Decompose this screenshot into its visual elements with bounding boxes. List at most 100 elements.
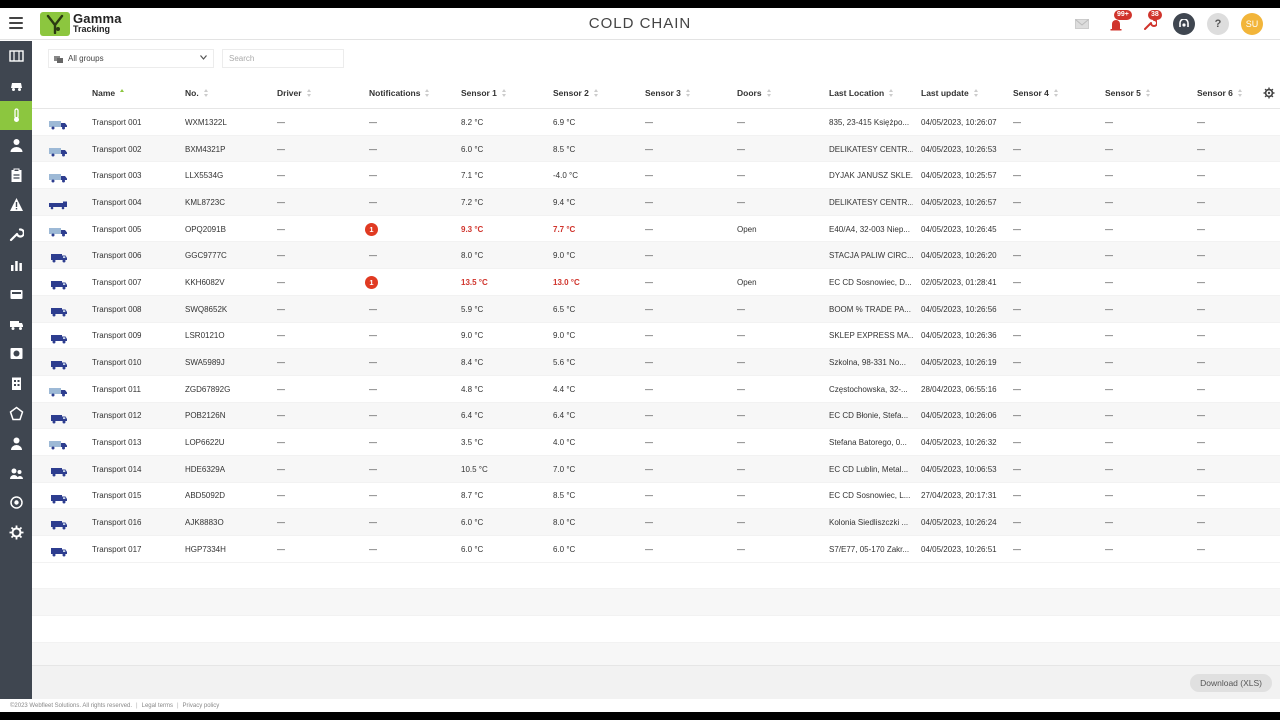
- table-row[interactable]: Transport 004 KML8723C — — 7.2 °C 9.4 °C — — DEL…: [32, 189, 1280, 216]
- cell-last-location: SKLEP EXPRESS MA...: [829, 323, 913, 350]
- table-row[interactable]: Transport 012 POB2126N — — 6.4 °C 6.4 °C — — EC …: [32, 402, 1280, 430]
- column-header-last-location[interactable]: Last Location: [829, 77, 894, 109]
- column-header-sensor-4[interactable]: Sensor 4: [1013, 77, 1059, 109]
- sidebar-item-users[interactable]: [0, 458, 32, 488]
- column-header-label: Sensor 4: [1013, 88, 1049, 98]
- column-header-name[interactable]: Name: [92, 77, 125, 109]
- cell-sensor-5: —: [1105, 456, 1113, 483]
- column-header-sensor-6[interactable]: Sensor 6: [1197, 77, 1243, 109]
- sidebar-item-clipboard[interactable]: [0, 160, 32, 190]
- download-xls-button[interactable]: Download (XLS): [1190, 674, 1272, 692]
- tasks-button[interactable]: 38: [1138, 10, 1162, 36]
- column-header-notifications[interactable]: Notifications: [369, 77, 430, 109]
- table-row[interactable]: Transport 001 WXM1322L — — 8.2 °C 6.9 °C — — 835…: [32, 109, 1280, 136]
- cell-sensor-3: —: [645, 242, 653, 269]
- group-select-value: All groups: [68, 54, 104, 63]
- cell-sensor-4: —: [1013, 109, 1021, 136]
- column-header-sensor-1[interactable]: Sensor 1: [461, 77, 507, 109]
- column-header-sensor-2[interactable]: Sensor 2: [553, 77, 599, 109]
- table-row[interactable]: Transport 017 HGP7334H — — 6.0 °C 6.0 °C — — S7/…: [32, 536, 1280, 563]
- table-row[interactable]: Transport 006 GGC9777C — — 8.0 °C 9.0 °C — STAC…: [32, 242, 1280, 270]
- table-row[interactable]: Transport 002 BXM4321P — — 6.0 °C 8.5 °C — — DEL…: [32, 135, 1280, 163]
- table-row[interactable]: Transport 015 ABD5092D — — 8.7 °C 8.5 °C — — EC …: [32, 482, 1280, 510]
- sidebar-item-building[interactable]: [0, 369, 32, 399]
- cell-sensor-3: —: [645, 216, 653, 243]
- dashcam-button[interactable]: [1172, 12, 1196, 36]
- table-row[interactable]: Transport 003 LLX5534G — — 7.1 °C -4.0 °C — — DY…: [32, 162, 1280, 190]
- sidebar-item-map[interactable]: [0, 41, 32, 71]
- cell-number: AJK8883O: [185, 509, 224, 536]
- cell-sensor-1: 8.0 °C: [461, 242, 483, 269]
- sidebar-item-driver[interactable]: [0, 130, 32, 160]
- cell-text: —: [1197, 331, 1205, 341]
- cell-number: LOP6622U: [185, 429, 225, 456]
- table-row[interactable]: Transport 014 HDE6329A — — 10.5 °C 7.0 °C — — EC…: [32, 455, 1280, 483]
- cell-text: 6.0 °C: [461, 518, 484, 528]
- sidebar-item-wrench[interactable]: [0, 220, 32, 250]
- cell-doors: —: [737, 189, 745, 216]
- column-header-number[interactable]: No.: [185, 77, 209, 109]
- sidebar-item-geofence[interactable]: [0, 399, 32, 429]
- search-input[interactable]: [222, 49, 344, 68]
- table-row[interactable]: Transport 010 SWA5989J — — 8.4 °C 5.6 °C — — Szk…: [32, 349, 1280, 376]
- alerts-button[interactable]: 99+: [1104, 10, 1132, 36]
- cell-text: 8.2 °C: [461, 117, 484, 127]
- legal-terms-link[interactable]: Legal terms: [141, 702, 173, 709]
- cell-number: KKH6082V: [185, 269, 225, 296]
- messages-button[interactable]: [1070, 12, 1094, 36]
- cell-last-location: Szkolna, 98-331 No...: [829, 349, 913, 376]
- sidebar-item-chart[interactable]: [0, 250, 32, 280]
- cell-sensor-1: 9.3 °C: [461, 216, 483, 243]
- footer-separator: |: [176, 702, 179, 709]
- menu-icon[interactable]: [9, 17, 23, 29]
- sidebar-item-car[interactable]: [0, 71, 32, 101]
- cell-sensor-2: 9.0 °C: [553, 323, 575, 350]
- column-settings-icon[interactable]: [1263, 87, 1275, 99]
- sidebar-item-tachograph[interactable]: [0, 339, 32, 369]
- cell-sensor-2: -4.0 °C: [553, 162, 578, 189]
- cell-text: Szkolna, 98-331 No...: [829, 358, 906, 368]
- sidebar-item-truck-side[interactable]: [0, 309, 32, 339]
- privacy-policy-link[interactable]: Privacy policy: [182, 702, 220, 709]
- group-select[interactable]: All groups: [48, 49, 214, 68]
- cell-number: LSR0121O: [185, 323, 225, 350]
- cell-text: DYJAK JANUSZ SKLE...: [829, 171, 913, 181]
- sidebar-item-target[interactable]: [0, 488, 32, 518]
- cell-text: WXM1322L: [185, 117, 227, 127]
- help-button[interactable]: ?: [1206, 12, 1230, 36]
- vehicle-type-icon: [49, 384, 68, 402]
- table-row[interactable]: Transport 008 SWQ8652K — — 5.9 °C 6.5 °C — — BOO…: [32, 295, 1280, 323]
- cell-text: —: [1197, 251, 1205, 261]
- notification-badge[interactable]: 1: [365, 222, 378, 236]
- cell-text: DELIKATESY CENTR...: [829, 144, 913, 154]
- alarm-icon: [1110, 20, 1122, 31]
- cell-text: —: [1013, 277, 1021, 287]
- settings-icon: [9, 525, 23, 540]
- column-header-sensor-5[interactable]: Sensor 5: [1105, 77, 1151, 109]
- cell-sensor-3: —: [645, 376, 653, 403]
- sidebar-item-fuel-card[interactable]: [0, 279, 32, 309]
- table-row[interactable]: Transport 007 KKH6082V — 1 13.5 °C 13.0 °C — Op…: [32, 269, 1280, 296]
- cell-text: HDE6329A: [185, 464, 226, 474]
- cell-text: —: [1013, 438, 1021, 448]
- table-row[interactable]: Transport 016 AJK8883O — — 6.0 °C 8.0 °C — — Kol…: [32, 509, 1280, 536]
- notification-badge[interactable]: 1: [365, 275, 378, 289]
- column-header-last-update[interactable]: Last update: [921, 77, 979, 109]
- table-row[interactable]: Transport 009 LSR0121O — — 9.0 °C 9.0 °C — — SKL…: [32, 322, 1280, 350]
- cell-sensor-5: —: [1105, 189, 1113, 216]
- column-header-sensor-3[interactable]: Sensor 3: [645, 77, 691, 109]
- column-header-doors[interactable]: Doors: [737, 77, 772, 109]
- table-row[interactable]: Transport 013 LOP6622U — — 3.5 °C 4.0 °C — — Ste…: [32, 429, 1280, 456]
- cell-text: —: [737, 331, 745, 341]
- table-row[interactable]: Transport 011 ZGD67892G — — 4.8 °C 4.4 °C — — Cz…: [32, 375, 1280, 403]
- cell-text: —: [369, 304, 377, 314]
- user-menu-button[interactable]: SU: [1240, 12, 1264, 36]
- sidebar-item-thermometer[interactable]: [0, 100, 32, 131]
- column-header-driver[interactable]: Driver: [277, 77, 312, 109]
- cell-text: —: [1197, 438, 1205, 448]
- logo[interactable]: Gamma Tracking: [40, 12, 122, 36]
- sidebar-item-user[interactable]: [0, 428, 32, 458]
- sidebar-item-warning[interactable]: [0, 190, 32, 220]
- table-row[interactable]: Transport 005 OPQ2091B — 1 9.3 °C 7.7 °C — Open…: [32, 215, 1280, 243]
- sidebar-item-settings[interactable]: [0, 518, 32, 548]
